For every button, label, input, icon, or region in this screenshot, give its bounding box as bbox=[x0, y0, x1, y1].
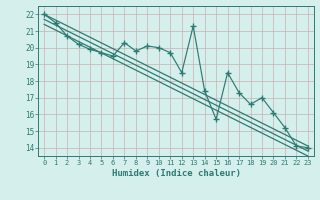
X-axis label: Humidex (Indice chaleur): Humidex (Indice chaleur) bbox=[111, 169, 241, 178]
